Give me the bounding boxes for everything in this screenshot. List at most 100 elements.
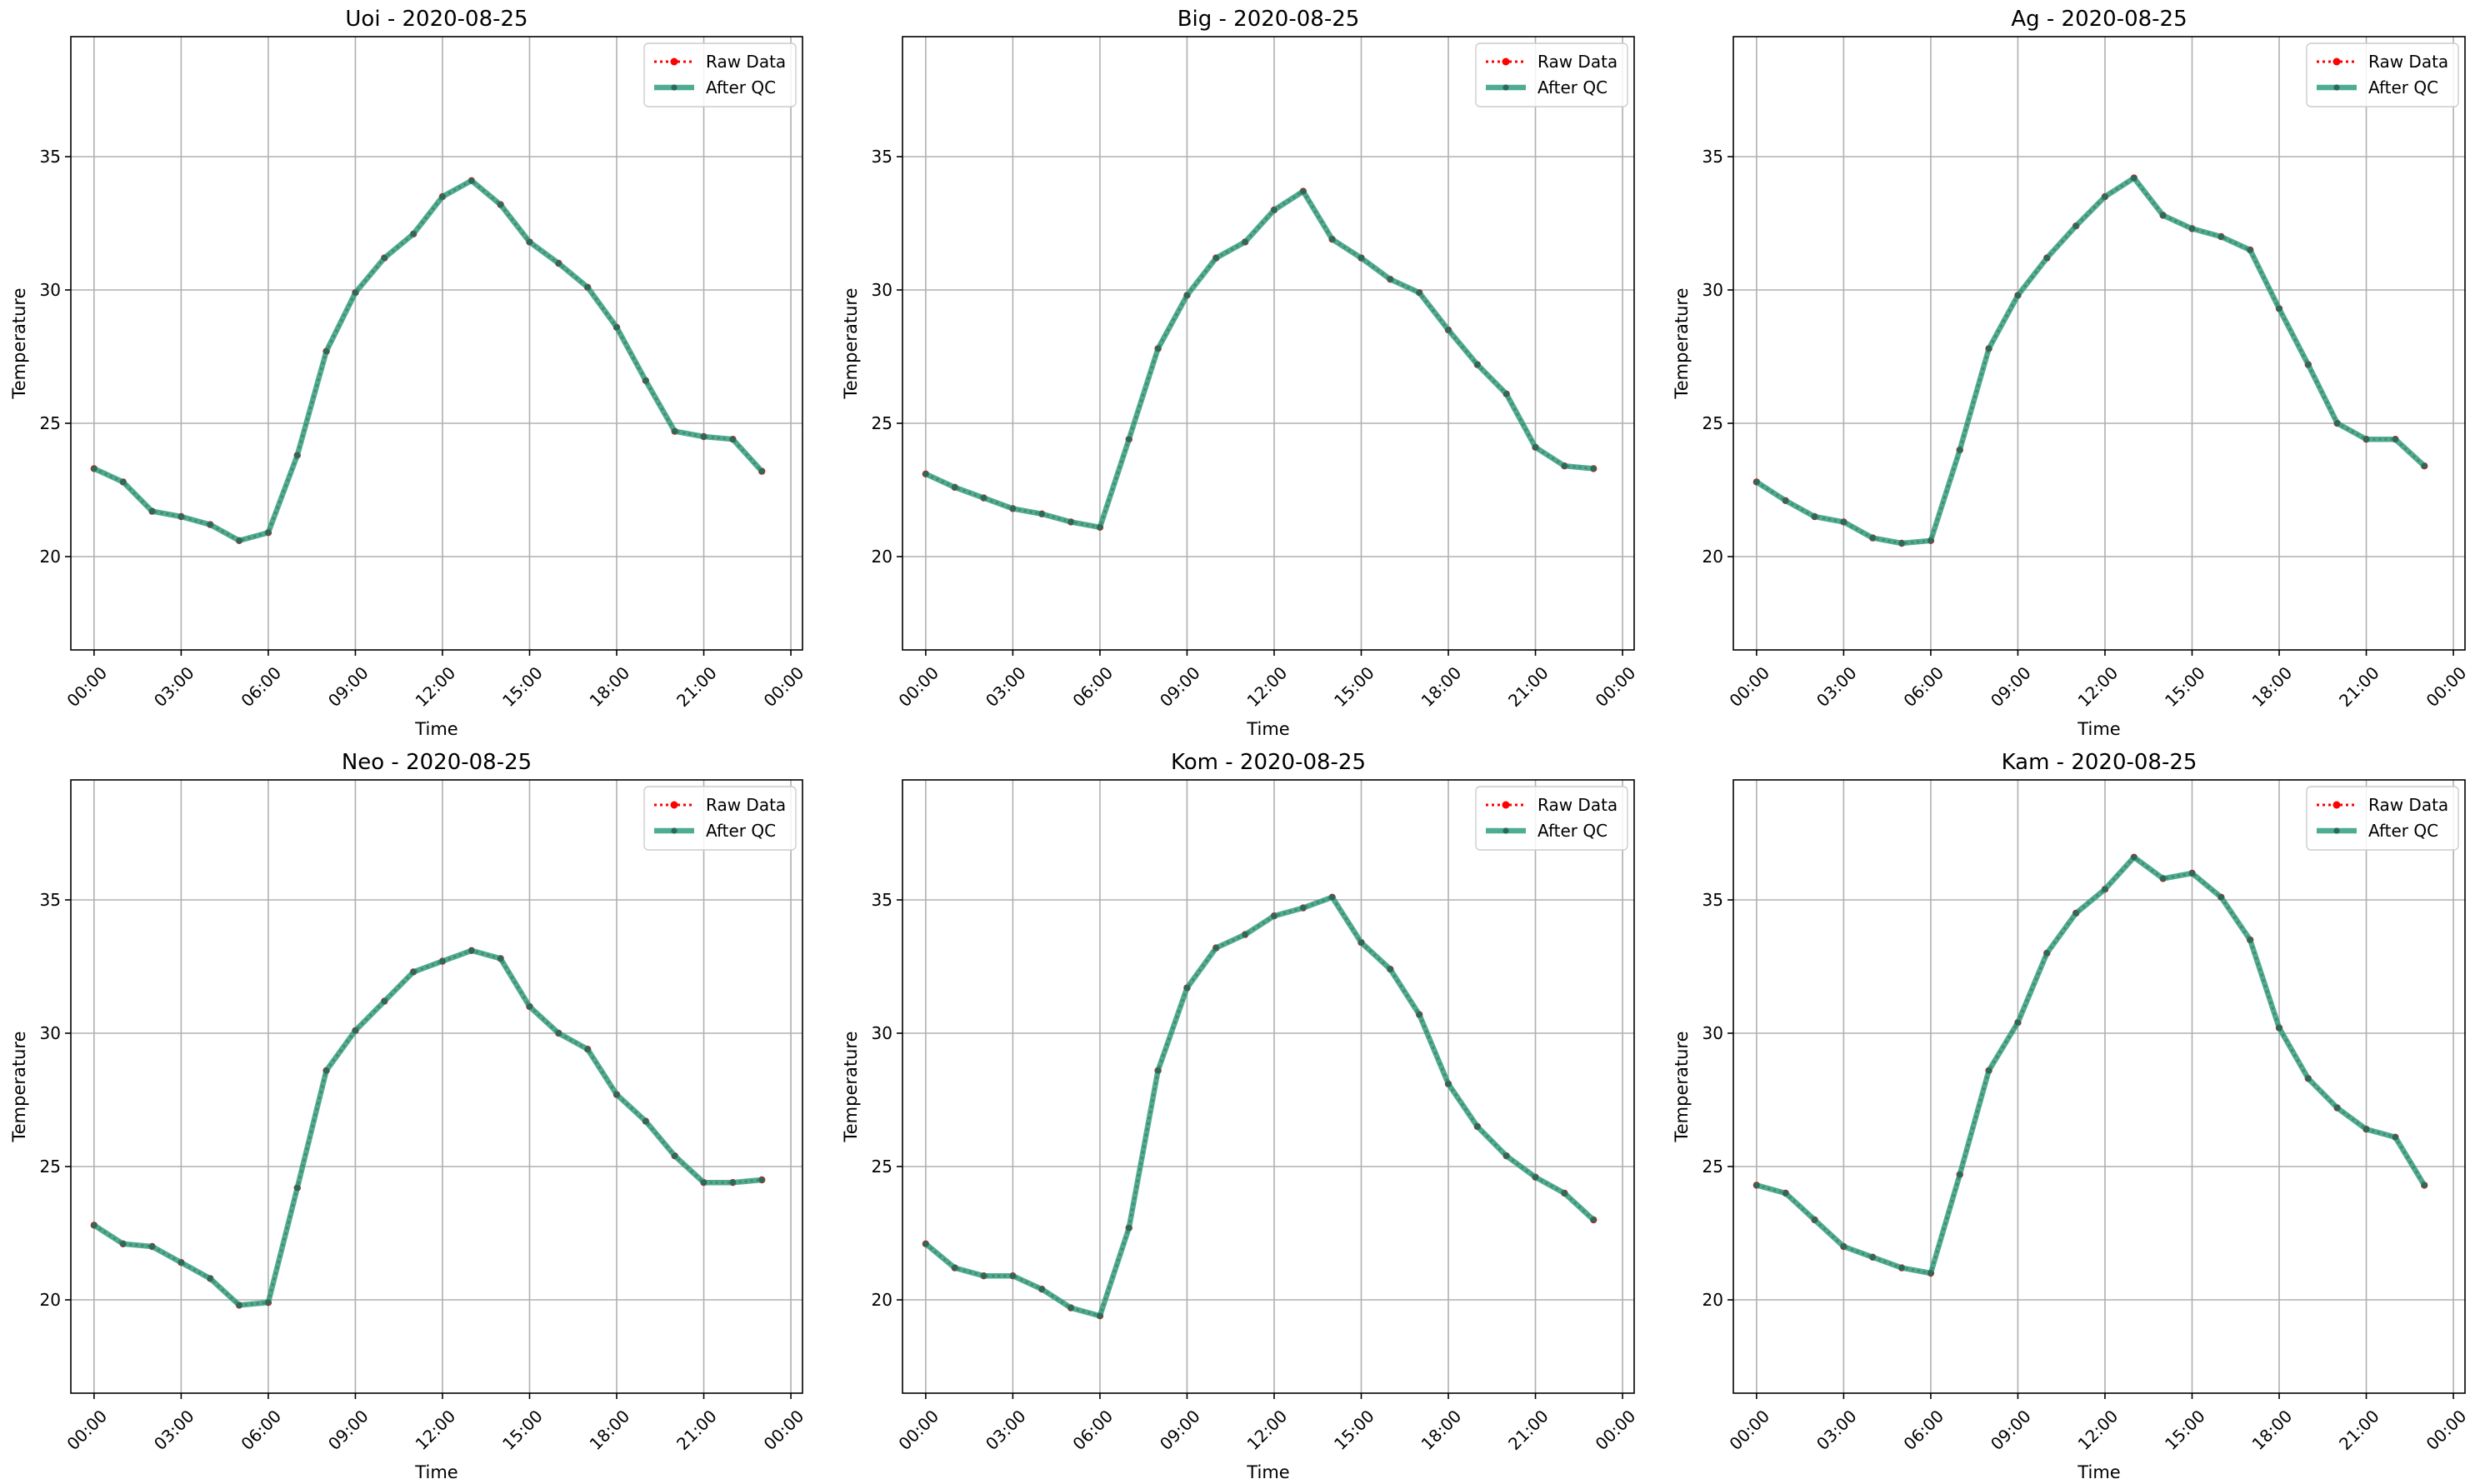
- data-point-after-qc: [1474, 1123, 1481, 1130]
- data-point-after-qc: [700, 1179, 708, 1186]
- x-tick-label: 18:00: [2248, 1406, 2297, 1454]
- y-tick-label: 20: [40, 1290, 61, 1310]
- x-tick-label: 21:00: [672, 1406, 721, 1454]
- data-point-after-qc: [1869, 535, 1876, 542]
- data-point-after-qc: [1898, 1265, 1905, 1272]
- data-point-after-qc: [352, 289, 359, 296]
- data-point-after-qc: [1126, 1225, 1132, 1232]
- y-tick-label: 30: [1702, 280, 1723, 300]
- legend-label: After QC: [706, 77, 776, 97]
- series-line-after-qc: [91, 177, 765, 544]
- legend-box: [1475, 786, 1628, 851]
- legend-marker-raw-data: [1502, 57, 1510, 66]
- x-tick-label: 06:00: [1068, 1406, 1117, 1454]
- x-tick-label: 03:00: [150, 662, 198, 711]
- data-point-after-qc: [1928, 1270, 1934, 1277]
- data-point-after-qc: [1212, 255, 1219, 262]
- data-point-after-qc: [120, 478, 127, 486]
- legend-label: Raw Data: [706, 52, 786, 72]
- x-tick-label: 12:00: [412, 1406, 460, 1454]
- x-tick-label: 18:00: [1418, 662, 1466, 711]
- legend-marker-raw-data: [670, 801, 678, 809]
- x-tick-label: 06:00: [1068, 662, 1117, 711]
- data-point-after-qc: [1358, 939, 1365, 946]
- x-tick-label: 12:00: [2074, 1406, 2122, 1454]
- x-tick-label: 12:00: [1243, 662, 1292, 711]
- data-point-after-qc: [555, 260, 562, 267]
- data-point-after-qc: [642, 1118, 649, 1125]
- data-point-after-qc: [1445, 1081, 1452, 1087]
- chart-title: Uoi - 2020-08-25: [345, 7, 528, 32]
- data-point-after-qc: [2043, 950, 2050, 957]
- data-point-after-qc: [1068, 1305, 1074, 1312]
- data-point-after-qc: [323, 348, 330, 355]
- legend: Raw Data After QC: [1475, 42, 1628, 107]
- y-tick-label: 30: [1702, 1023, 1723, 1043]
- data-point-after-qc: [584, 1046, 591, 1052]
- plot-area: [71, 37, 802, 650]
- x-tick-label: 21:00: [672, 662, 721, 711]
- data-point-after-qc: [1898, 540, 1905, 547]
- subplot-6: 00:00 03:00 06:00 09:00 12:00 15:00 18:00 21:00…: [1672, 750, 2470, 1482]
- x-tick-label: 03:00: [1812, 1406, 1861, 1454]
- subplot-1: 00:00 03:00 06:00 09:00 12:00 15:00 18:00 21:00…: [9, 7, 808, 739]
- data-point-after-qc: [2247, 247, 2253, 253]
- x-tick-label: 09:00: [1156, 1406, 1204, 1454]
- data-point-after-qc: [1155, 345, 1162, 352]
- data-point-after-qc: [2305, 1075, 2312, 1082]
- x-tick-label: 18:00: [586, 1406, 634, 1454]
- plot-area: [902, 37, 1634, 650]
- series-line-after-qc: [91, 947, 765, 1308]
- x-tick-label: 15:00: [498, 662, 547, 711]
- subplot-4: 00:00 03:00 06:00 09:00 12:00 15:00 18:00 21:00…: [9, 750, 808, 1482]
- x-tick-label: 03:00: [982, 662, 1030, 711]
- x-tick-label: 18:00: [586, 662, 634, 711]
- x-tick-label: 00:00: [2422, 1406, 2471, 1454]
- data-point-after-qc: [439, 193, 446, 200]
- grid: [902, 37, 1634, 650]
- data-point-after-qc: [1986, 345, 1992, 352]
- legend-label: Raw Data: [1538, 52, 1618, 72]
- y-tick-label: 20: [872, 1290, 892, 1310]
- data-point-after-qc: [1840, 1243, 1847, 1250]
- data-point-after-qc: [1561, 462, 1568, 469]
- y-axis-label: Temperature: [9, 287, 29, 399]
- data-point-after-qc: [1811, 1217, 1818, 1223]
- grid: [1733, 37, 2465, 650]
- data-point-after-qc: [980, 495, 988, 502]
- data-point-after-qc: [613, 324, 620, 331]
- data-point-after-qc: [1009, 1272, 1016, 1279]
- data-point-after-qc: [1869, 1254, 1876, 1261]
- data-point-after-qc: [2160, 875, 2167, 882]
- data-point-after-qc: [498, 202, 504, 208]
- data-point-after-qc: [1928, 537, 1934, 544]
- data-point-after-qc: [1387, 276, 1393, 282]
- data-point-after-qc: [2014, 292, 2022, 298]
- data-point-after-qc: [980, 1272, 988, 1279]
- data-point-after-qc: [2276, 305, 2282, 312]
- y-axis-label: Temperature: [1672, 1031, 1692, 1142]
- data-point-after-qc: [2218, 233, 2224, 240]
- legend: Raw Data After QC: [2306, 42, 2459, 107]
- x-tick-label: 00:00: [1592, 662, 1640, 711]
- data-point-after-qc: [148, 1243, 156, 1250]
- x-tick-label: 12:00: [2074, 662, 2122, 711]
- x-axis-label: Time: [414, 1462, 458, 1482]
- data-point-after-qc: [207, 1275, 213, 1282]
- data-point-after-qc: [2218, 894, 2224, 901]
- x-tick-label: 12:00: [412, 662, 460, 711]
- data-point-after-qc: [922, 471, 929, 477]
- data-point-after-qc: [1038, 511, 1045, 517]
- x-tick-label: 09:00: [1156, 662, 1204, 711]
- legend-box: [2306, 42, 2459, 107]
- data-point-after-qc: [2102, 886, 2108, 892]
- series-line-after-qc: [922, 894, 1597, 1319]
- data-point-after-qc: [1811, 513, 1818, 520]
- data-point-after-qc: [468, 177, 475, 184]
- data-point-after-qc: [2072, 222, 2079, 229]
- data-point-after-qc: [672, 1152, 678, 1159]
- data-point-after-qc: [236, 537, 242, 544]
- x-tick-label: 00:00: [894, 662, 942, 711]
- x-tick-label: 00:00: [2422, 662, 2471, 711]
- plot-area: [902, 780, 1634, 1393]
